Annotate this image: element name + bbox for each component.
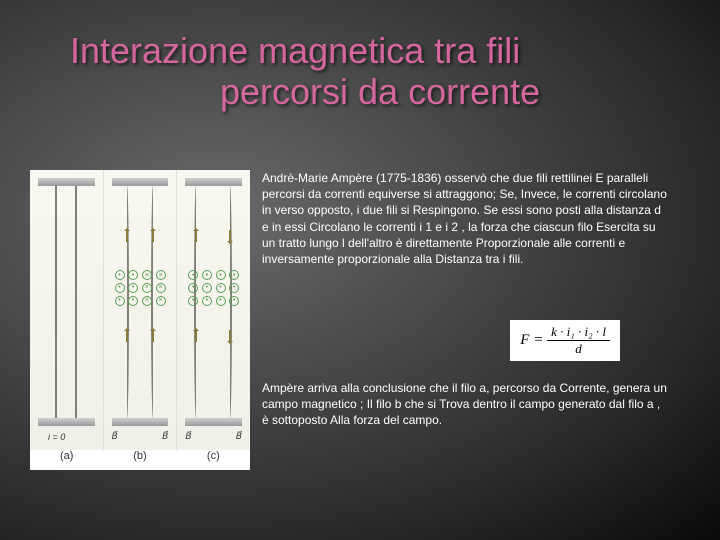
wires-figure: i = 0 ••×× ••×× ••×× B⃗ B⃗ bbox=[30, 170, 250, 470]
panel-c: •••• •••• •••• B⃗ B⃗ bbox=[177, 170, 250, 450]
paragraph-1: Andrè-Marie Ampère (1775-1836) osservò c… bbox=[262, 170, 670, 267]
caption-c: (c) bbox=[177, 450, 250, 470]
b-label-left: B⃗ bbox=[112, 431, 118, 442]
field-dots-c: •••• •••• •••• bbox=[187, 270, 240, 306]
title-line-2: percorsi da corrente bbox=[70, 71, 660, 112]
caption-a: (a) bbox=[30, 450, 103, 470]
formula-lhs: F = bbox=[520, 332, 547, 348]
paragraph-2: Ampère arriva alla conclusione che il fi… bbox=[262, 380, 670, 429]
title-line-1: Interazione magnetica tra fili bbox=[70, 30, 660, 71]
b-label-right: B⃗ bbox=[162, 431, 168, 442]
figure-captions: (a) (b) (c) bbox=[30, 450, 250, 470]
slide-title: Interazione magnetica tra fili percorsi … bbox=[70, 30, 660, 113]
caption-b: (b) bbox=[103, 450, 176, 470]
formula-denominator: d bbox=[547, 341, 610, 357]
panel-a: i = 0 bbox=[30, 170, 104, 450]
formula-numerator: k · i₁ · i₂ · l bbox=[547, 324, 610, 341]
force-formula: F = k · i₁ · i₂ · l d bbox=[510, 320, 620, 361]
panel-b: ••×× ••×× ••×× B⃗ B⃗ bbox=[104, 170, 178, 450]
b-label-right-c: B⃗ bbox=[236, 431, 242, 442]
field-dots: ••×× ••×× ••×× bbox=[114, 270, 167, 306]
i-zero-label: i = 0 bbox=[48, 432, 65, 442]
b-label-left-c: B⃗ bbox=[185, 431, 191, 442]
